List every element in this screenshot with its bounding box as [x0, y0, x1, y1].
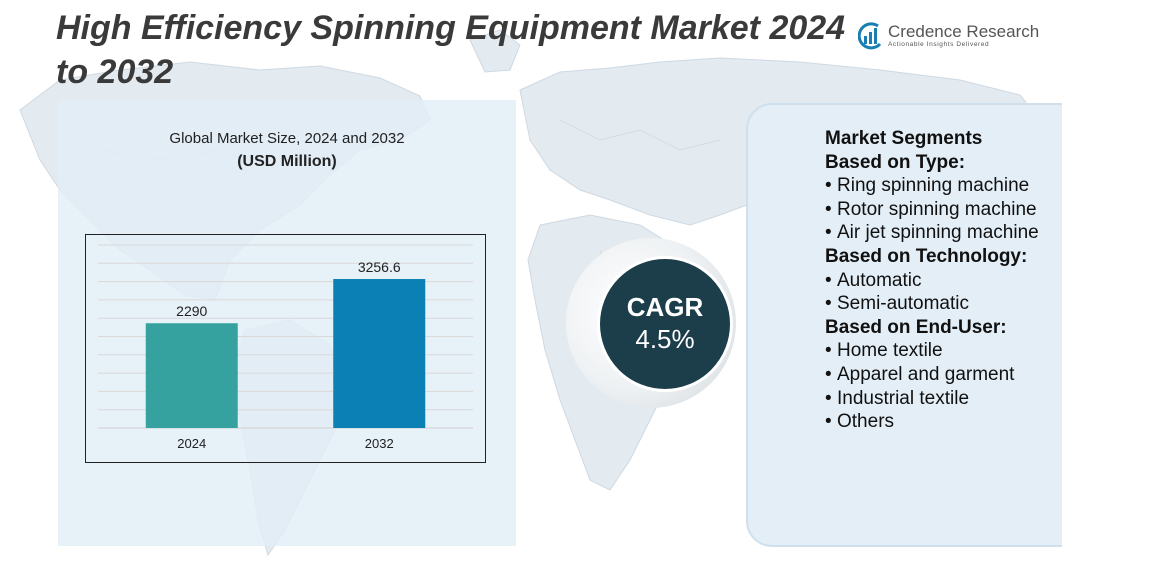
x-tick-label: 2032 — [365, 436, 394, 451]
segment-item: • Rotor spinning machine — [825, 198, 1055, 222]
credence-research-logo: Credence Research Actionable Insights De… — [858, 20, 1039, 54]
chart-frame: 2290 2024 3256.6 2032 — [85, 234, 486, 463]
segment-item: • Others — [825, 410, 1055, 434]
segment-item-label: Rotor spinning machine — [837, 198, 1037, 220]
segment-item-label: Industrial textile — [837, 387, 970, 409]
segment-item-label: Others — [837, 411, 895, 433]
segment-item-label: Ring spinning machine — [837, 175, 1030, 197]
bullet-icon: • — [825, 340, 832, 362]
page-title: High Efficiency Spinning Equipment Marke… — [56, 9, 846, 91]
bar-chart: 2290 2024 3256.6 2032 — [98, 244, 473, 451]
segment-group-title: Based on End-User: — [825, 316, 1007, 338]
bullet-icon: • — [825, 411, 832, 433]
bullet-icon: • — [825, 269, 832, 291]
segment-item-label: Apparel and garment — [837, 363, 1015, 385]
segment-item: • Industrial textile — [825, 387, 1055, 411]
segments-list: Market Segments Based on Type: • Ring spin… — [825, 127, 1055, 434]
segments-heading: Market Segments — [825, 128, 983, 149]
bullet-icon: • — [825, 387, 832, 409]
segment-item: • Ring spinning machine — [825, 174, 1055, 198]
bullet-icon: • — [825, 198, 832, 220]
segment-item-label: Automatic — [837, 269, 922, 291]
chart-title: Global Market Size, 2024 and 2032 — [169, 130, 405, 147]
bullet-icon: • — [825, 293, 832, 315]
cagr-label: CAGR — [626, 292, 704, 322]
bullet-icon: • — [825, 222, 832, 244]
segment-group-title: Based on Type: — [825, 151, 966, 173]
logo-icon — [858, 22, 882, 50]
chart-unit: (USD Million) — [237, 153, 337, 170]
segment-item: • Air jet spinning machine — [825, 221, 1055, 245]
segment-group-title: Based on Technology: — [825, 245, 1028, 267]
bar-2024 — [145, 323, 238, 428]
segments-panel — [746, 103, 1062, 547]
segment-item-label: Home textile — [837, 340, 943, 362]
segment-item-label: Air jet spinning machine — [837, 222, 1039, 244]
chart-panel — [58, 100, 516, 546]
bullet-icon: • — [825, 363, 832, 385]
bullet-icon: • — [825, 175, 832, 197]
logo-tagline: Actionable Insights Delivered — [888, 41, 990, 48]
bar-value-label: 2290 — [176, 303, 207, 319]
segment-item: • Home textile — [825, 339, 1055, 363]
segment-item: • Apparel and garment — [825, 363, 1055, 387]
segment-item: • Semi-automatic — [825, 292, 1055, 316]
segment-item-label: Semi-automatic — [837, 293, 969, 315]
bar-2032 — [333, 279, 426, 428]
logo-name: Credence Research — [888, 22, 1040, 41]
bar-value-label: 3256.6 — [358, 259, 401, 275]
cagr-badge — [597, 256, 733, 392]
x-tick-label: 2024 — [177, 436, 206, 451]
cagr-value: 4.5% — [635, 324, 695, 354]
segment-item: • Automatic — [825, 269, 1055, 293]
